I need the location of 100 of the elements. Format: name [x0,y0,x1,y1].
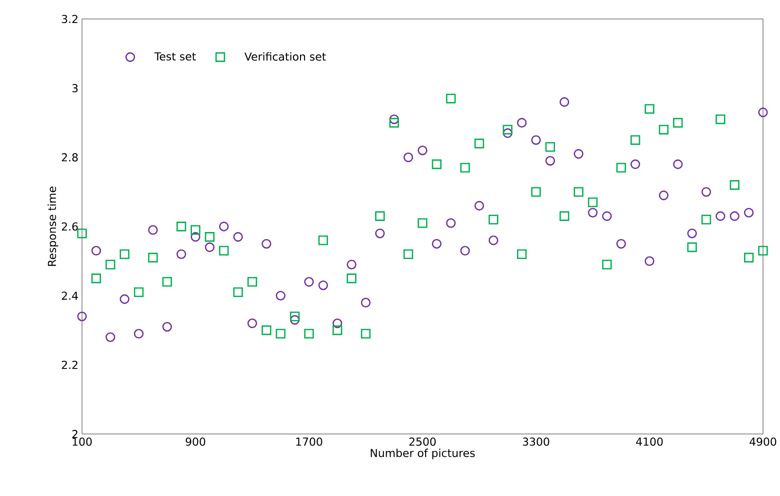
point [516,118,527,128]
point [602,260,612,270]
point [701,214,712,224]
point [375,228,385,238]
point [106,260,116,270]
point [446,218,456,228]
point [488,235,498,246]
point [474,200,484,211]
legend-label: Test set [154,52,196,61]
point [730,211,740,221]
point [360,298,371,308]
point [176,249,186,259]
point [91,274,102,284]
point [389,114,399,124]
point [360,328,371,339]
point [758,246,768,256]
point [502,124,512,134]
point [134,328,144,339]
point [545,156,556,166]
point [389,118,399,128]
x-tick-label: 900 [186,438,206,446]
point [290,312,300,322]
point [588,197,598,208]
point [403,249,414,259]
legend-label: Verification set [244,52,326,61]
point [574,187,584,197]
point [204,242,215,252]
point [304,328,314,339]
point [432,159,442,170]
point [276,328,286,339]
point [106,332,116,342]
point [574,149,584,159]
x-tick-label: 4100 [636,438,663,446]
point [432,238,442,249]
point [460,162,470,173]
point [531,187,541,197]
point [673,159,683,170]
y-tick-label: 3.2 [62,14,78,24]
point [701,187,712,197]
y-tick-label: 2.4 [62,292,78,300]
point [716,114,726,124]
y-tick-label: 2.8 [62,153,78,162]
point [332,325,342,336]
point [673,118,683,128]
point [346,260,356,270]
point [120,294,130,304]
point [545,142,556,152]
point [190,225,200,235]
point [162,322,172,332]
point [375,211,385,221]
point [460,246,470,256]
point [346,274,356,284]
point [744,208,754,218]
point [730,180,740,190]
x-axis-title: Number of pictures [370,448,475,460]
point [516,249,527,259]
point [276,290,286,300]
point [77,228,87,238]
point [687,242,697,252]
point [644,256,654,266]
point [658,190,669,200]
point [531,135,541,145]
x-tick-label: 3300 [522,438,550,446]
point [148,252,158,262]
point [233,287,243,298]
point [418,146,428,156]
point [318,235,328,246]
point [616,162,626,173]
y-axis-title: Response time [48,186,58,266]
point [247,318,258,328]
point [304,276,314,287]
point [658,124,669,134]
point [616,238,626,249]
point [332,318,342,328]
point [446,94,456,104]
point [120,249,130,259]
point [190,232,200,242]
point [290,315,300,325]
point [716,211,726,221]
point [630,135,640,145]
point [502,128,512,138]
point [262,325,272,336]
point [204,232,215,242]
point [134,287,144,298]
point [758,108,768,118]
point [602,211,612,221]
point [474,138,484,148]
point [644,104,654,114]
point [744,252,754,262]
point [318,280,328,290]
point [233,232,243,242]
x-tick-label: 1700 [296,438,322,446]
point [488,214,498,224]
point [262,238,272,249]
y-tick-label: 2.6 [62,222,78,231]
point [247,276,258,287]
point [219,222,229,232]
y-tick-label: 2 [72,430,78,438]
point [418,218,428,228]
point [588,208,598,218]
